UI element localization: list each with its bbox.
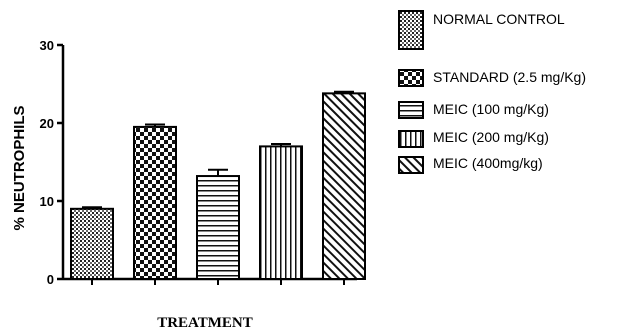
bar	[259, 145, 303, 280]
legend-swatch	[398, 156, 424, 174]
legend-label: MEIC (400mg/kg)	[433, 155, 543, 171]
x-axis-title: TREATMENT	[157, 315, 253, 330]
legend-swatch	[398, 10, 424, 50]
y-tick-label: 20	[40, 116, 54, 131]
legend-label: MEIC (200 mg/Kg)	[433, 129, 549, 145]
y-tick-label: 0	[47, 272, 54, 287]
legend: NORMAL CONTROL STANDARD (2.5 mg/Kg) MEIC (…	[398, 10, 586, 174]
bar	[322, 92, 366, 280]
y-axis-title: % NEUTROPHILS	[11, 105, 28, 230]
y-tick-label: 10	[40, 194, 54, 209]
y-tick-label: 30	[40, 38, 54, 53]
legend-swatch	[398, 101, 424, 119]
bars-group	[70, 90, 366, 281]
legend-label: STANDARD (2.5 mg/Kg)	[433, 69, 586, 85]
legend-swatch	[398, 130, 424, 148]
legend-swatch	[398, 69, 424, 87]
legend-label: NORMAL CONTROL	[433, 11, 565, 27]
legend-label: MEIC (100 mg/Kg)	[433, 101, 549, 117]
bar	[133, 125, 177, 281]
bar	[70, 207, 114, 280]
bar	[196, 175, 240, 280]
